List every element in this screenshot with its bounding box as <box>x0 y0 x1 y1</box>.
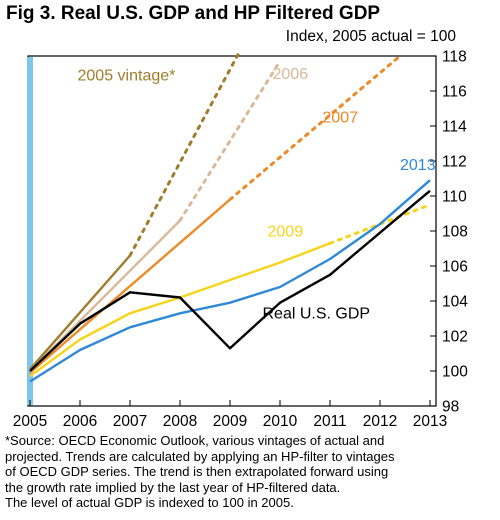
x-tick-label: 2008 <box>163 413 197 430</box>
series-line <box>29 179 431 383</box>
x-tick-label: 2013 <box>413 413 447 430</box>
x-tick-label: 2009 <box>213 413 247 430</box>
source-note-line: *Source: OECD Economic Outlook, various … <box>5 433 385 448</box>
series-label: 2006 <box>273 66 309 83</box>
line-chart: 98 100 102 104 106 108 110 112 114 116 118 2005 2006… <box>13 49 468 431</box>
series-line <box>29 189 431 372</box>
series-label: 2009 <box>268 223 304 240</box>
source-note-line: of OECD GDP series. The trend is then ex… <box>5 464 389 479</box>
reference-bar <box>27 57 33 405</box>
x-tick-label: 2007 <box>113 413 147 430</box>
series-line <box>29 254 131 371</box>
series-line <box>29 198 231 374</box>
y-tick-label: 108 <box>442 224 468 241</box>
series-label: 2005 vintage* <box>78 68 176 85</box>
y-tick-label: 114 <box>442 119 467 136</box>
y-tick-label: 106 <box>442 259 468 276</box>
series-projection-line <box>228 54 402 201</box>
x-tick-label: 2012 <box>363 413 397 430</box>
y-tick-label: 116 <box>442 84 467 101</box>
y-tick-label: 118 <box>442 49 467 66</box>
x-tick-label: 2006 <box>63 413 97 430</box>
source-note-line: projected. Trends are calculated by appl… <box>5 448 395 464</box>
series-label: Real U.S. GDP <box>263 306 371 323</box>
y-tick-label: 104 <box>442 294 468 311</box>
series-label: 2013 <box>400 157 436 174</box>
series-projection-line <box>178 59 282 222</box>
y-tick-label: 102 <box>442 329 468 346</box>
y-tick-label: 112 <box>442 154 467 171</box>
series-label: 2007 <box>323 110 359 127</box>
source-note-line: The level of actual GDP is indexed to 10… <box>5 495 294 510</box>
chart-title: Fig 3. Real U.S. GDP and HP Filtered GDP <box>6 3 381 24</box>
x-tick-label: 2010 <box>263 413 298 430</box>
chart-subtitle: Index, 2005 actual = 100 <box>285 28 456 45</box>
series-projection-line <box>128 49 242 257</box>
plot-frame <box>27 55 437 407</box>
source-note-line: the growth rate implied by the last year… <box>5 479 341 495</box>
source-note: *Source: OECD Economic Outlook, various … <box>5 433 497 511</box>
y-tick-label: 98 <box>442 399 459 416</box>
y-tick-label: 100 <box>442 364 468 381</box>
y-tick-label: 110 <box>442 189 467 206</box>
x-tick-label: 2005 <box>13 413 47 430</box>
x-tick-label: 2011 <box>313 413 346 430</box>
